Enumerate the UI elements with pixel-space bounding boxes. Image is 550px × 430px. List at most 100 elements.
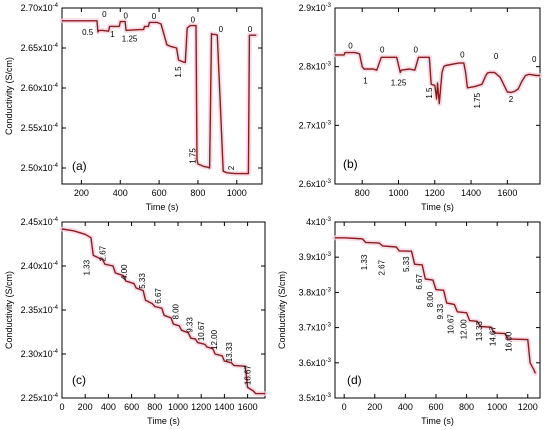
step-annotation: 9.33 bbox=[186, 317, 195, 333]
y-tick-label: 2.25x10-4 bbox=[21, 393, 59, 403]
panel-label: (a) bbox=[72, 159, 87, 173]
y-tick-label: 2.45x10-4 bbox=[21, 217, 59, 227]
x-tick-label: 600 bbox=[428, 402, 443, 412]
step-annotation: 1.75 bbox=[189, 148, 198, 164]
y-tick-label: 2.6x10-3 bbox=[299, 179, 332, 189]
y-tick-label: 2.65x10-4 bbox=[21, 43, 59, 53]
step-annotation: 0 bbox=[460, 50, 465, 59]
y-tick-label: 2.7x10-3 bbox=[299, 120, 332, 130]
panel-label: (b) bbox=[343, 157, 358, 171]
step-annotation: 1 bbox=[110, 30, 115, 39]
step-annotation: 0 bbox=[152, 12, 157, 21]
x-tick-label: 1600 bbox=[497, 188, 517, 198]
y-tick-label: 2.30x10-4 bbox=[21, 349, 59, 359]
step-annotation: 0 bbox=[191, 15, 196, 24]
x-tick-label: 1200 bbox=[518, 402, 538, 412]
x-axis-title: Time (s) bbox=[421, 202, 454, 212]
y-tick-label: 2.8x10-3 bbox=[299, 62, 332, 72]
y-axis-title: Conductivity (S/cm) bbox=[277, 271, 287, 349]
step-annotation: 12.00 bbox=[210, 329, 219, 350]
y-tick-label: 3.7x10-3 bbox=[299, 323, 332, 333]
y-tick-label: 2.40x10-4 bbox=[21, 261, 59, 271]
step-annotation: 13.33 bbox=[475, 321, 484, 342]
step-annotation: 5.33 bbox=[138, 273, 147, 289]
step-annotation: 6.67 bbox=[154, 288, 163, 304]
x-tick-label: 1000 bbox=[487, 402, 507, 412]
step-annotation: 10.67 bbox=[447, 314, 456, 335]
plot-frame-d bbox=[334, 221, 541, 399]
series-line-d bbox=[335, 237, 537, 374]
x-tick-label: 1600 bbox=[238, 402, 258, 412]
y-axis-title: Conductivity (S/cm) bbox=[4, 57, 14, 135]
x-tick-label: 1400 bbox=[461, 188, 481, 198]
x-tick-label: 200 bbox=[74, 188, 89, 198]
y-axis-title: Conductivity (S/cm) bbox=[4, 271, 14, 349]
step-annotation: 5.33 bbox=[402, 256, 411, 272]
x-tick-label: 1000 bbox=[168, 402, 188, 412]
step-annotation: 12.00 bbox=[460, 319, 469, 340]
x-tick-label: 1200 bbox=[425, 188, 445, 198]
panel-c: 0 200 400 600 800 1000 1200 1400 1600 2.25x10-4 2.… bbox=[4, 217, 268, 426]
step-annotation: 0 bbox=[219, 25, 224, 34]
step-annotation: 1.75 bbox=[473, 92, 482, 108]
y-tick-label: 3.6x10-3 bbox=[299, 358, 332, 368]
step-annotation: 1.5 bbox=[425, 87, 434, 99]
step-annotation: 0 bbox=[348, 41, 353, 50]
x-axis-title: Time (s) bbox=[421, 416, 454, 426]
y-tick-label: 3.9x10-3 bbox=[299, 252, 332, 262]
step-annotation: 1 bbox=[363, 77, 368, 86]
step-annotation: 8.00 bbox=[172, 303, 181, 319]
step-annotation: 0.5 bbox=[82, 28, 94, 37]
step-annotation: 1.33 bbox=[360, 254, 369, 270]
x-tick-label: 400 bbox=[101, 402, 116, 412]
y-tick-label: 2.55x10-4 bbox=[21, 123, 59, 133]
step-annotation: 9.33 bbox=[436, 303, 445, 319]
step-annotation: 8.00 bbox=[426, 291, 435, 307]
step-annotation: 2.67 bbox=[99, 245, 108, 261]
step-annotation: 1.25 bbox=[391, 78, 407, 87]
x-tick-label: 1000 bbox=[388, 188, 408, 198]
step-annotation: 6.67 bbox=[415, 274, 424, 290]
step-annotation: 13.33 bbox=[225, 342, 234, 363]
series-line-a bbox=[62, 20, 257, 175]
y-tick-label: 3.5x10-3 bbox=[299, 393, 332, 403]
step-annotation: 0 bbox=[380, 46, 385, 55]
y-tick-label: 2.70x10-4 bbox=[21, 3, 59, 13]
step-annotation: 16.67 bbox=[244, 365, 253, 386]
step-annotation: 2 bbox=[509, 95, 514, 104]
plot-frame-a bbox=[61, 7, 263, 185]
step-annotation: 1.33 bbox=[82, 259, 91, 275]
x-axis-title: Time (s) bbox=[147, 416, 180, 426]
x-tick-label: 0 bbox=[59, 402, 64, 412]
x-tick-label: 600 bbox=[124, 402, 139, 412]
y-tick-label: 2.60x10-4 bbox=[21, 83, 59, 93]
panel-d: 0 200 400 600 800 1000 1200 3.5x10-3 3.6x10-3 3.7… bbox=[277, 217, 541, 426]
panel-label: (c) bbox=[72, 373, 86, 387]
plot-frame-b bbox=[334, 7, 541, 185]
x-tick-label: 1000 bbox=[227, 188, 247, 198]
x-tick-label: 400 bbox=[398, 402, 413, 412]
step-annotation: 4.00 bbox=[120, 264, 129, 280]
step-annotation: 0 bbox=[102, 10, 107, 19]
x-tick-label: 1400 bbox=[214, 402, 234, 412]
panel-a: 200 400 600 800 10002.50x10-42.55x10-42.60x1… bbox=[4, 3, 263, 212]
series-halo-a bbox=[59, 18, 259, 177]
step-annotation: 0 bbox=[532, 55, 537, 64]
step-annotation: 0 bbox=[494, 52, 499, 61]
step-annotation: 0 bbox=[414, 46, 419, 55]
step-annotation: 10.67 bbox=[197, 321, 206, 342]
step-annotation: 0 bbox=[123, 11, 128, 20]
x-tick-label: 600 bbox=[152, 188, 167, 198]
series-line-b bbox=[335, 51, 540, 105]
panel-label: (d) bbox=[347, 373, 362, 387]
x-tick-label: 800 bbox=[190, 188, 205, 198]
step-annotation: 16.00 bbox=[505, 331, 514, 352]
x-tick-label: 800 bbox=[459, 402, 474, 412]
x-axis-title: Time (s) bbox=[146, 202, 179, 212]
y-tick-label: 2.9x10-3 bbox=[299, 3, 332, 13]
step-annotation: 1.25 bbox=[122, 35, 138, 44]
step-annotation: 2 bbox=[227, 165, 236, 170]
x-tick-label: 1200 bbox=[191, 402, 211, 412]
step-annotation: 1.5 bbox=[174, 66, 183, 78]
